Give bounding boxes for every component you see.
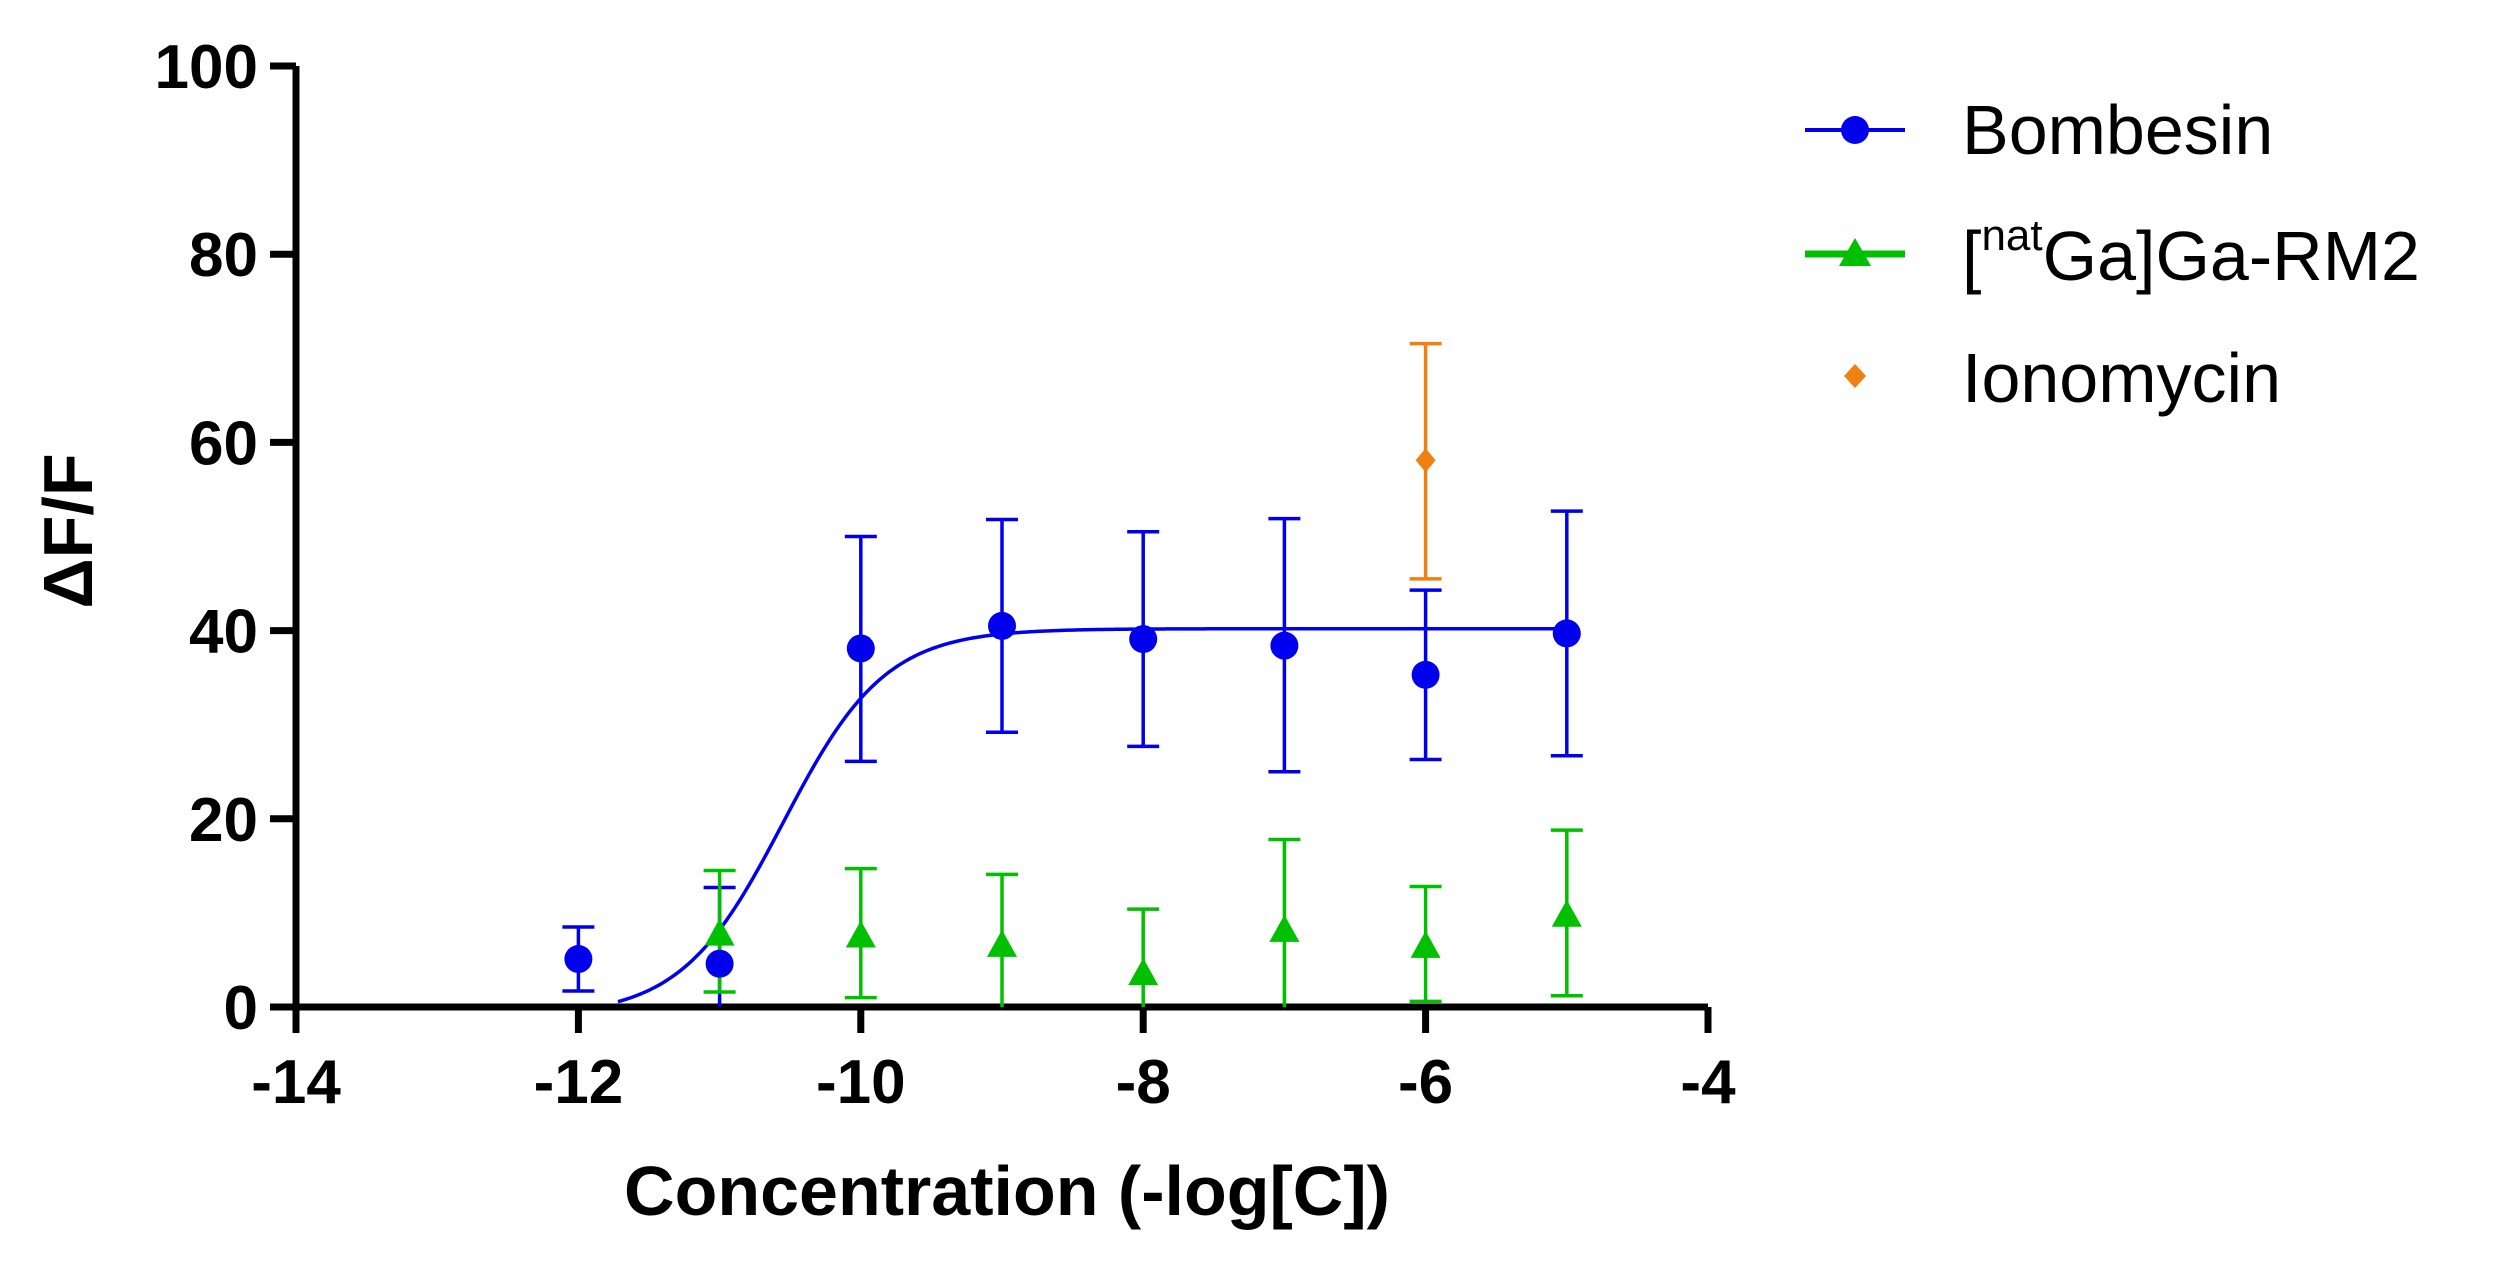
legend-entry-ga-rm2: [natGa]Ga-RM2 [1805,211,2420,295]
y-tick-label: 20 [189,786,258,855]
x-tick-label: -14 [251,1048,341,1117]
fit-curves [617,626,1570,1004]
data-point-natga-ga-rm2 [1410,930,1441,958]
legend-label-ionomycin: Ionomycin [1962,339,2281,417]
x-axis-title: Concentration (-log[C]) [624,1152,1390,1230]
y-tick-label: 0 [224,974,258,1043]
y-tick-label: 40 [189,598,258,667]
ticks: -14 -12 -10 -8 -6 -4 0 20 40 60 80 100 [155,33,1737,1117]
y-tick-label: 60 [189,409,258,478]
data-point-bombesin [1411,660,1440,689]
x-tick-label: -6 [1398,1048,1453,1117]
data-point-natga-ga-rm2 [1128,958,1159,986]
legend-label-ga-rm2: [natGa]Ga-RM2 [1962,211,2420,295]
data-point-natga-ga-rm2 [1551,899,1582,927]
data-point-natga-ga-rm2 [1269,914,1300,942]
x-tick-label: -8 [1116,1048,1171,1117]
x-tick-label: -10 [816,1048,906,1117]
legend-marker-bombesin [1841,116,1869,144]
data-point-natga-ga-rm2 [987,929,1017,957]
data-point-ionomycin [1415,448,1436,473]
data-point-bombesin [846,634,875,663]
data-point-bombesin [988,611,1016,640]
legend-label-bombesin: Bombesin [1962,91,2273,169]
data-point-natga-ga-rm2 [845,920,876,948]
y-tick-label: 80 [189,221,258,290]
y-axis-title: ΔF/F [29,453,107,608]
fit-curve-bombesin [617,626,1570,1004]
error-bar-natga-ga-rm2 [1127,907,1160,1007]
data-point-bombesin [1129,625,1158,654]
legend: Bombesin [natGa]Ga-RM2 Ionomycin [1805,91,2420,417]
data-point-bombesin [705,949,734,978]
y-tick-label: 100 [155,33,258,102]
data-point-bombesin [564,945,593,974]
data-point-bombesin [1552,619,1581,648]
data-point-natga-ga-rm2 [704,918,735,946]
legend-entry-ionomycin: Ionomycin [1844,339,2281,417]
data-point-bombesin [1270,631,1299,660]
x-tick-label: -4 [1680,1048,1736,1117]
legend-marker-ionomycin [1844,364,1866,388]
data-points [564,448,1582,986]
x-tick-label: -12 [534,1048,624,1117]
legend-marker-ga-rm2 [1839,238,1871,266]
legend-entry-bombesin: Bombesin [1805,91,2273,169]
